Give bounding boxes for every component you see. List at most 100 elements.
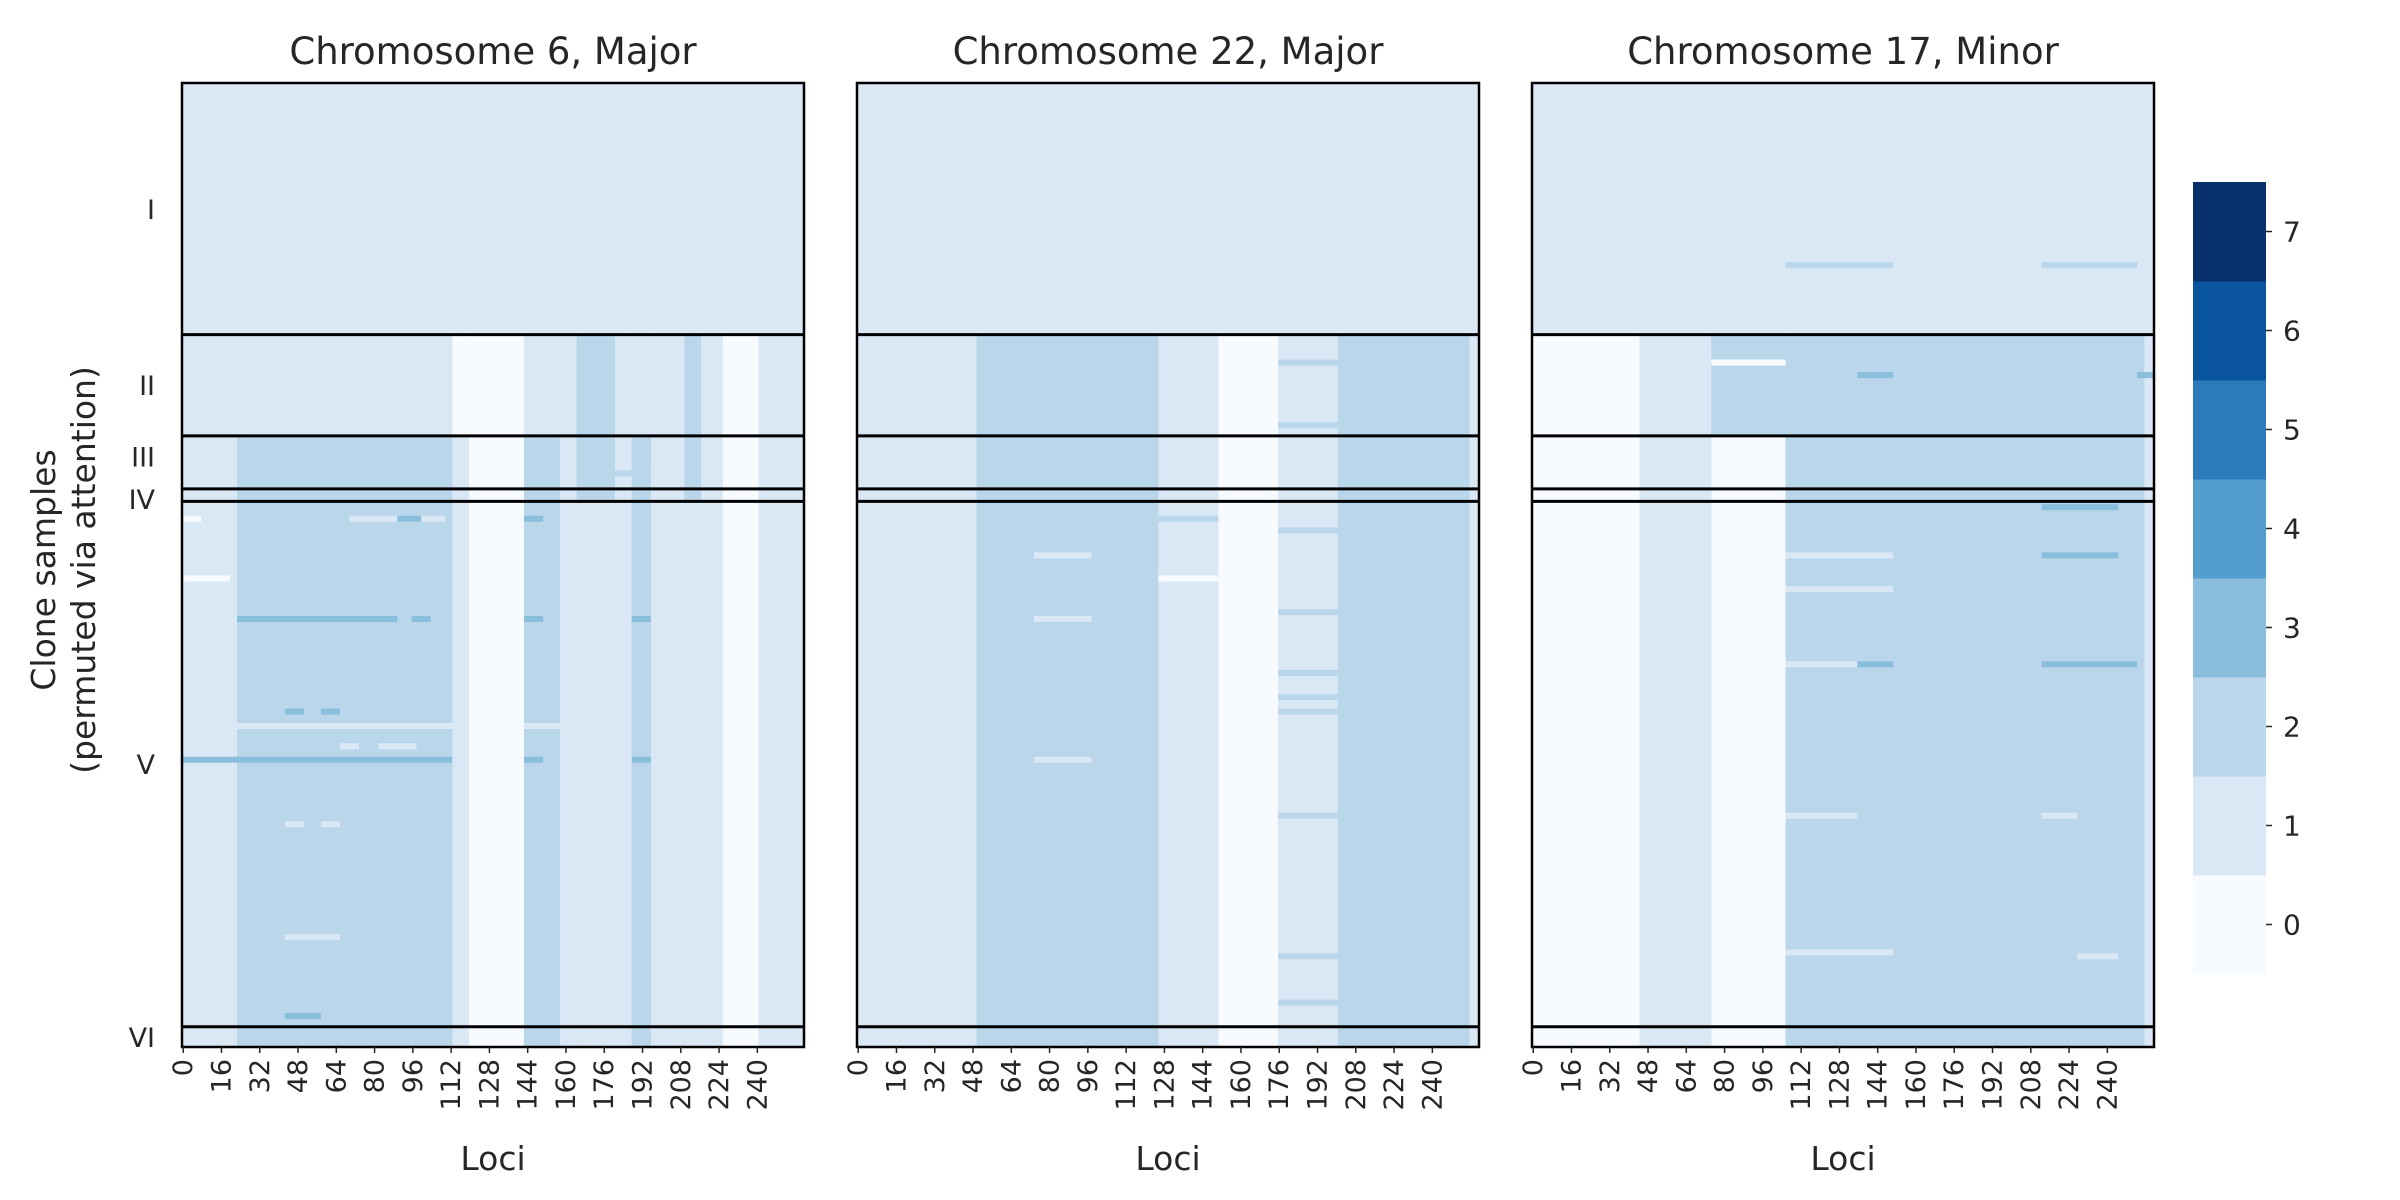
heatmap-row-streak — [1278, 609, 1338, 616]
heatmap-row-streak — [339, 743, 360, 750]
heatmap-row-streak — [524, 615, 544, 622]
heatmap-row-streak — [1857, 661, 1894, 668]
x-tick-label: 112 — [1111, 1059, 1142, 1111]
heatmap-cell-block — [1278, 334, 1338, 436]
colorbar: 0 1 2 3 4 5 6 7 — [2193, 182, 2301, 975]
colorbar-tick-label: 5 — [2283, 414, 2301, 447]
heatmap-cell-block — [1218, 334, 1279, 436]
x-tick-label: 96 — [1748, 1059, 1779, 1093]
heatmap-cell-block — [857, 83, 977, 335]
heatmap-row-streak — [182, 756, 453, 763]
heatmap-cell-block — [1785, 435, 2145, 502]
heatmap-cell-block — [1278, 83, 1338, 335]
heatmap-cell-block — [182, 435, 238, 502]
heatmap-cell-block — [722, 334, 759, 436]
heatmap-cell-block — [615, 501, 632, 1027]
x-tick-label: 192 — [1978, 1059, 2009, 1111]
heatmap-cell-block — [576, 334, 616, 436]
panel-frame — [855, 81, 1481, 1049]
heatmap-cell-block — [1532, 1026, 1640, 1047]
heatmap-cell-block — [976, 83, 1159, 335]
heatmap-cell-block — [631, 501, 651, 1027]
heatmap-row-streak — [1711, 359, 1786, 366]
panel-title: Chromosome 17, Minor — [1627, 30, 2059, 73]
heatmap-row-streak — [1857, 372, 1894, 379]
heatmap-row-streak — [1278, 694, 1338, 701]
panel-title: Chromosome 22, Major — [953, 30, 1385, 73]
colorbar-segment — [2193, 479, 2266, 579]
heatmap-cell-block — [1639, 334, 1712, 436]
heatmap-cell-block — [469, 501, 525, 1027]
heatmap-cell-block — [469, 83, 525, 335]
heatmap-cell-block — [524, 501, 560, 1027]
heatmap-cell-block — [452, 501, 470, 1027]
colorbar-segment — [2193, 281, 2266, 381]
heatmap-cell-block — [452, 83, 470, 335]
heatmap-row-streak — [524, 515, 544, 522]
heatmap-cell-block — [701, 83, 723, 335]
x-axis-label: Loci — [1810, 1139, 1875, 1178]
heatmap-cell-block — [1711, 501, 1786, 1027]
heatmap-cell-block — [1218, 435, 1279, 502]
heatmap-cell-block — [2144, 435, 2154, 502]
heatmap-cell-block — [2144, 83, 2154, 335]
x-tick-label: 128 — [1824, 1059, 1855, 1111]
heatmap-cell-block — [1218, 501, 1279, 1027]
heatmap-row-streak — [284, 934, 340, 941]
heatmap-row-streak — [182, 575, 230, 582]
x-tick-label: 96 — [1073, 1059, 1104, 1093]
x-tick-label: 144 — [513, 1059, 544, 1111]
heatmap-cell-block — [524, 334, 560, 436]
heatmap-cell-block — [758, 83, 804, 335]
row-group-label-ii: II — [139, 371, 155, 402]
heatmap-cell-block — [559, 334, 577, 436]
heatmap-cell-block — [684, 435, 702, 502]
x-tick-label: 0 — [843, 1059, 874, 1076]
panel-frame — [1530, 81, 2156, 1049]
x-tick-label: 208 — [2016, 1059, 2047, 1111]
heatmap-cell-block — [1278, 501, 1338, 1027]
heatmap-cell-block — [701, 1026, 723, 1047]
heatmap-cell-block — [1639, 83, 1712, 335]
heatmap-cell-block — [758, 501, 804, 1027]
heatmap-cell-block — [524, 1026, 560, 1047]
y-axis-label-line1: Clone samples — [24, 449, 63, 690]
x-tick-label: 16 — [206, 1059, 237, 1093]
heatmap-cell-block — [1218, 83, 1279, 335]
heatmap-row-streak — [1278, 669, 1338, 676]
heatmap-row-streak — [378, 743, 417, 750]
x-axis-label: Loci — [1135, 1139, 1200, 1178]
heatmap-row-streak — [1158, 575, 1219, 582]
heatmap-row-streak — [320, 708, 340, 715]
heatmap-panel-1: Chromosome 6, Major 0 16 32 48 64 80 96 112 128 14… — [168, 30, 806, 1178]
x-tick-label: 240 — [742, 1059, 773, 1111]
heatmap-row-streak — [1785, 262, 1894, 269]
heatmap-row-streak — [631, 756, 651, 763]
x-tick-label: 0 — [1518, 1059, 1549, 1076]
colorbar-segment — [2193, 677, 2266, 777]
heatmap-cell-block — [469, 1026, 525, 1047]
heatmap-cell-block — [559, 83, 577, 335]
x-tick-label: 96 — [398, 1059, 429, 1093]
heatmap-cell-block — [615, 1026, 632, 1047]
heatmap-cell-block — [182, 1026, 238, 1047]
heatmap-row-streak — [284, 1013, 321, 1020]
heatmap-row-streak — [182, 722, 470, 729]
heatmap-cell-block — [559, 501, 577, 1027]
x-tick-label: 64 — [321, 1059, 352, 1093]
heatmap-row-streak — [2041, 552, 2119, 559]
heatmap-panel-3: Chromosome 17, Minor 0 16 32 48 64 80 96 112 128 1… — [1518, 30, 2156, 1178]
heatmap-cell-block — [2144, 501, 2154, 1027]
heatmap-cell-block — [976, 1026, 1159, 1047]
heatmap-row-streak — [397, 515, 422, 522]
x-tick-label: 80 — [360, 1059, 391, 1093]
x-tick-label: 176 — [1939, 1059, 1970, 1111]
heatmap-cell-block — [524, 83, 560, 335]
x-tick-label: 48 — [283, 1059, 314, 1093]
heatmap-cell-block — [559, 1026, 577, 1047]
heatmap-cell-block — [758, 334, 804, 436]
heatmap-cell-block — [452, 334, 470, 436]
heatmap-cell-block — [1469, 1026, 1479, 1047]
heatmap-cell-block — [701, 435, 723, 502]
